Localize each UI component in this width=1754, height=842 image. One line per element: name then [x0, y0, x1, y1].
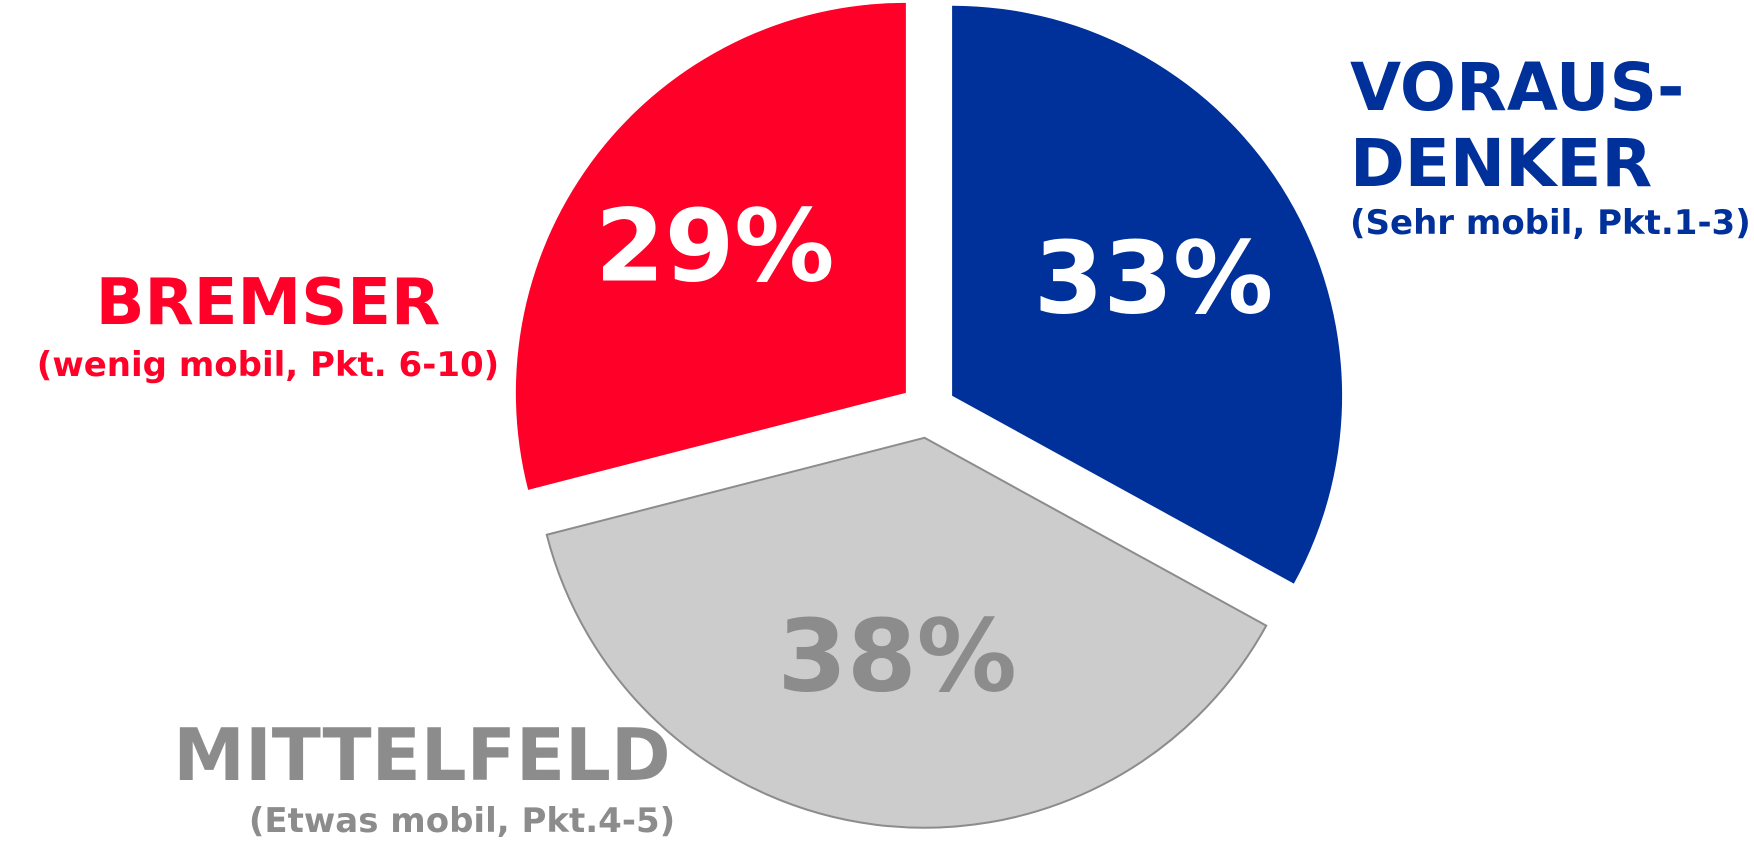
- slice-value-label-mittelfeld: 38%: [777, 597, 1016, 714]
- pie-slice-bremser: [515, 2, 906, 490]
- category-title-vorausdenker: VORAUS-: [1350, 49, 1684, 126]
- slice-value-label-bremser: 29%: [595, 188, 834, 305]
- category-subtitle-bremser: (wenig mobil, Pkt. 6-10): [37, 345, 499, 385]
- slice-value-label-vorausdenker: 33%: [1034, 220, 1273, 337]
- category-subtitle-vorausdenker: (Sehr mobil, Pkt.1-3): [1350, 203, 1751, 243]
- pie-slice-vorausdenker: [952, 5, 1343, 584]
- pie-slice-mittelfeld: [545, 436, 1268, 829]
- category-labels: VORAUS-DENKER(Sehr mobil, Pkt.1-3) MITTEL…: [37, 49, 1751, 841]
- pie-slices: [515, 2, 1343, 829]
- category-title-bremser: BREMSER: [96, 266, 441, 340]
- category-subtitle-mittelfeld: (Etwas mobil, Pkt.4-5): [249, 801, 675, 841]
- slice-value-labels: 33% 38% 29%: [595, 188, 1273, 715]
- category-title-vorausdenker: DENKER: [1350, 125, 1652, 202]
- category-title-mittelfeld: MITTELFELD: [173, 713, 670, 797]
